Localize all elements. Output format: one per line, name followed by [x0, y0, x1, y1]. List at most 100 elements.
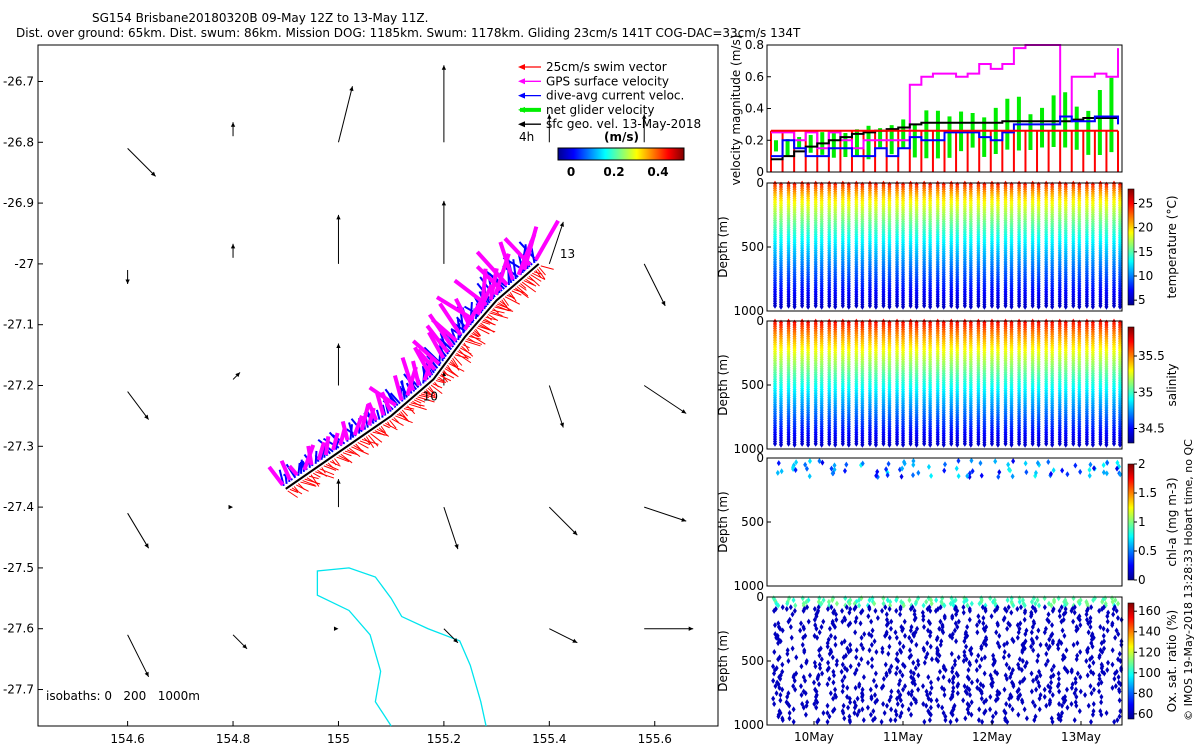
section-data-point: [791, 718, 796, 725]
section-data-point: [924, 702, 929, 709]
section-data-point: [799, 663, 804, 670]
section-data-point: [845, 684, 850, 691]
section-data-point: [861, 674, 866, 681]
legend-arrowhead: [518, 78, 525, 85]
colorbar-tick-label: 34.5: [1138, 422, 1165, 436]
section-data-point: [929, 679, 934, 686]
section-data-point: [929, 684, 934, 691]
section-data-point: [860, 460, 865, 467]
section-data-point: [921, 616, 926, 623]
section-data-point: [852, 606, 857, 613]
section-data-point: [911, 472, 916, 479]
section-data-point: [868, 711, 873, 718]
section-data-point: [1015, 634, 1020, 641]
section-data-point: [776, 602, 781, 609]
section-data-point: [780, 686, 785, 693]
section-data-point: [1117, 688, 1122, 695]
section-data-point: [1020, 677, 1025, 684]
glider-track: [285, 263, 540, 490]
section-data-point: [856, 661, 861, 668]
section-data-point: [1091, 659, 1096, 666]
section-data-point: [825, 666, 830, 673]
section-ytick-label: 0: [756, 451, 764, 465]
section-data-point: [1022, 706, 1027, 713]
section-data-point: [968, 661, 973, 668]
section-data-point: [802, 649, 807, 656]
section-data-point: [934, 697, 939, 704]
section-data-point: [991, 713, 996, 720]
colorbar-tick-0.4: 0.4: [647, 165, 668, 179]
section-data-point: [868, 686, 873, 693]
section-data-point: [1086, 702, 1091, 709]
section-panel-temp: 0 500 1000 Depth (m) 25 20 15 10 5 temperature (°…: [716, 176, 1179, 318]
section-data-point: [874, 649, 879, 656]
section-data-point: [997, 469, 1002, 476]
section-data-point: [888, 598, 893, 605]
colorbar-tick-label: 15: [1138, 245, 1153, 259]
section-data-point: [867, 597, 872, 604]
gps-surface-vector: [400, 356, 416, 391]
section-data-point: [889, 663, 894, 670]
geo-vector-head: [688, 626, 694, 631]
section-data-point: [1091, 597, 1096, 604]
track-label-10: 10: [423, 390, 438, 404]
section-data-point: [888, 625, 893, 632]
section-data-point: [839, 640, 844, 647]
section-data-point: [880, 649, 885, 656]
section-data-point: [949, 650, 954, 657]
geo-vector-head: [441, 65, 447, 70]
section-data-point: [923, 654, 928, 661]
section-data-point: [869, 632, 874, 639]
section-data-point: [803, 677, 808, 684]
section-data-point: [1088, 683, 1093, 690]
section-data-point: [1008, 467, 1013, 474]
gps-surface-vector: [416, 348, 437, 371]
section-data-point: [817, 661, 822, 668]
colorbar-tick-label: 2: [1138, 457, 1146, 471]
section-data-point: [870, 627, 875, 634]
section-data-point: [1051, 663, 1056, 670]
swim-vector: [532, 272, 546, 280]
section-data-point: [1071, 641, 1076, 648]
section-data-point: [964, 690, 969, 697]
section-data-point: [1036, 627, 1041, 634]
swim-vector: [521, 281, 537, 293]
map-xtick-label: 155.6: [638, 732, 672, 746]
dive-avg-vector: [285, 463, 297, 479]
section-data-point: [827, 650, 832, 657]
section-data-point: [961, 697, 966, 704]
section-data-point: [967, 686, 972, 693]
section-data-point: [1117, 713, 1122, 720]
section-data-point: [916, 686, 921, 693]
section-data-point: [830, 597, 835, 604]
section-data-point: [921, 602, 926, 609]
section-data-point: [883, 604, 888, 611]
section-data-point: [817, 629, 822, 636]
section-data-point: [900, 702, 905, 709]
section-data-point: [1072, 690, 1077, 697]
swim-vector: [442, 371, 455, 379]
swim-vector: [536, 268, 546, 280]
section-data-point: [1016, 629, 1021, 636]
gps-surface-vector: [306, 445, 314, 466]
section-data-point: [989, 440, 1000, 448]
geo-vector-head: [559, 422, 564, 428]
section-data-point: [832, 623, 837, 630]
colorbar-tick-0.2: 0.2: [603, 165, 624, 179]
colorbar-time-label: 4h: [519, 130, 534, 144]
section-data-point: [909, 692, 914, 699]
section-data-point: [815, 699, 820, 706]
section-data-point: [1098, 623, 1103, 630]
section-ytick-label: 500: [741, 654, 764, 668]
map-ytick-label: -27.5: [3, 561, 34, 575]
swim-vector: [435, 380, 445, 384]
section-data-point: [1010, 473, 1015, 480]
section-data-point: [1069, 607, 1074, 614]
section-data-point: [900, 627, 905, 634]
swim-vector: [334, 458, 340, 465]
colorbar-tick-label: 80: [1138, 686, 1153, 700]
section-ylabel: Depth (m): [716, 630, 730, 691]
section-data-point: [1069, 701, 1074, 708]
section-data-point: [1046, 645, 1051, 652]
map-ytick-label: -27.4: [3, 500, 34, 514]
